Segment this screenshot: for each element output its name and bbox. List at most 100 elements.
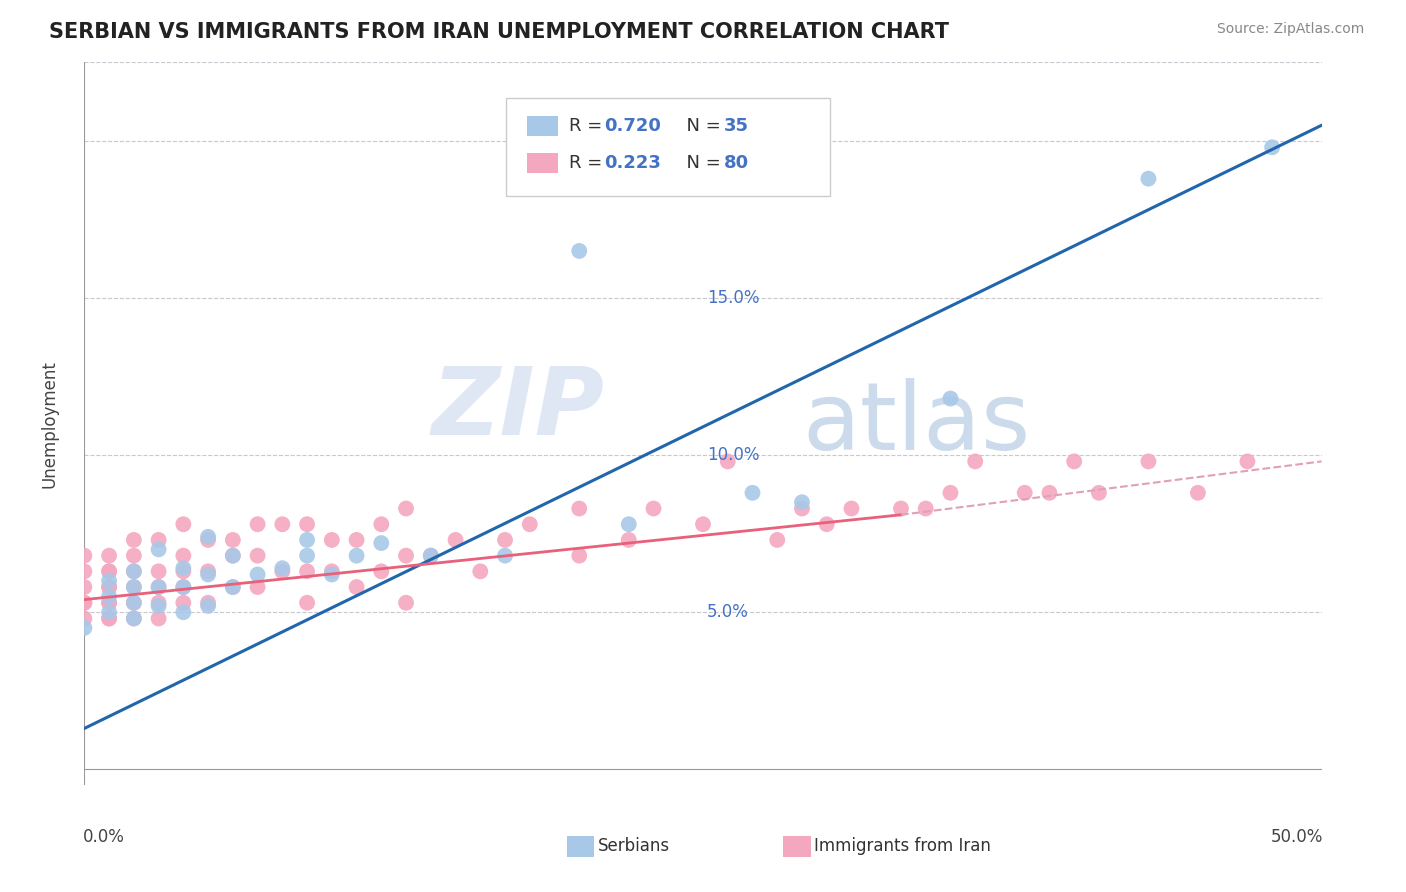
Point bbox=[617, 517, 640, 532]
Point bbox=[1187, 485, 1209, 500]
Point bbox=[766, 533, 789, 547]
Point bbox=[470, 565, 492, 579]
Text: ZIP: ZIP bbox=[432, 363, 605, 455]
Point bbox=[444, 533, 467, 547]
Text: 20.0%: 20.0% bbox=[707, 132, 759, 150]
Point bbox=[172, 565, 194, 579]
Text: Source: ZipAtlas.com: Source: ZipAtlas.com bbox=[1216, 22, 1364, 37]
Point bbox=[841, 501, 863, 516]
Text: 5.0%: 5.0% bbox=[707, 603, 748, 621]
Point bbox=[246, 517, 269, 532]
Text: R =: R = bbox=[569, 154, 609, 172]
Point bbox=[939, 485, 962, 500]
Point bbox=[395, 596, 418, 610]
Point bbox=[122, 565, 145, 579]
Text: 0.223: 0.223 bbox=[605, 154, 661, 172]
Point bbox=[790, 495, 813, 509]
Point bbox=[122, 596, 145, 610]
Point bbox=[419, 549, 441, 563]
Point bbox=[395, 501, 418, 516]
Point bbox=[1236, 454, 1258, 468]
Point bbox=[122, 533, 145, 547]
Point bbox=[939, 392, 962, 406]
Point bbox=[271, 517, 294, 532]
Point bbox=[148, 580, 170, 594]
Point bbox=[222, 580, 245, 594]
Point bbox=[295, 596, 318, 610]
Point bbox=[222, 533, 245, 547]
Point bbox=[172, 549, 194, 563]
Point bbox=[321, 533, 343, 547]
Point bbox=[568, 244, 591, 258]
Point bbox=[643, 501, 665, 516]
Point bbox=[122, 611, 145, 625]
Point bbox=[1137, 454, 1160, 468]
Point bbox=[914, 501, 936, 516]
Point bbox=[568, 501, 591, 516]
Point bbox=[197, 565, 219, 579]
Point bbox=[148, 565, 170, 579]
Point bbox=[172, 561, 194, 575]
Point bbox=[73, 596, 96, 610]
Point bbox=[222, 549, 245, 563]
Point bbox=[197, 567, 219, 582]
Point bbox=[98, 596, 121, 610]
Point bbox=[790, 501, 813, 516]
Point bbox=[172, 517, 194, 532]
Point bbox=[122, 580, 145, 594]
Point bbox=[98, 574, 121, 588]
Point bbox=[295, 549, 318, 563]
Point bbox=[98, 605, 121, 619]
Point bbox=[568, 549, 591, 563]
Text: N =: N = bbox=[675, 117, 727, 135]
Point bbox=[965, 454, 987, 468]
Point bbox=[271, 565, 294, 579]
Bar bbox=[567, 836, 595, 857]
Point bbox=[1038, 485, 1060, 500]
Text: 0.720: 0.720 bbox=[605, 117, 661, 135]
Point bbox=[148, 542, 170, 557]
Point bbox=[1137, 171, 1160, 186]
Point bbox=[370, 565, 392, 579]
Point bbox=[73, 596, 96, 610]
Text: SERBIAN VS IMMIGRANTS FROM IRAN UNEMPLOYMENT CORRELATION CHART: SERBIAN VS IMMIGRANTS FROM IRAN UNEMPLOY… bbox=[49, 22, 949, 42]
Text: Unemployment: Unemployment bbox=[41, 359, 59, 488]
Point bbox=[295, 517, 318, 532]
Text: atlas: atlas bbox=[801, 377, 1031, 470]
Point bbox=[295, 533, 318, 547]
Point bbox=[122, 549, 145, 563]
Point bbox=[73, 565, 96, 579]
Point bbox=[1063, 454, 1085, 468]
Point bbox=[321, 565, 343, 579]
Text: 50.0%: 50.0% bbox=[1271, 829, 1323, 847]
Point bbox=[197, 533, 219, 547]
Point bbox=[98, 565, 121, 579]
Point bbox=[148, 533, 170, 547]
Point bbox=[346, 533, 368, 547]
Point bbox=[122, 611, 145, 625]
Point bbox=[741, 485, 763, 500]
Point bbox=[148, 596, 170, 610]
Point bbox=[717, 454, 740, 468]
Point bbox=[519, 517, 541, 532]
Text: 80: 80 bbox=[724, 154, 749, 172]
Point bbox=[148, 580, 170, 594]
Point bbox=[197, 596, 219, 610]
Point bbox=[172, 605, 194, 619]
Point bbox=[246, 549, 269, 563]
Point bbox=[172, 580, 194, 594]
Point bbox=[321, 567, 343, 582]
Point bbox=[98, 590, 121, 604]
Point bbox=[98, 580, 121, 594]
Point bbox=[172, 596, 194, 610]
Point bbox=[222, 580, 245, 594]
Point bbox=[1088, 485, 1111, 500]
Point bbox=[370, 517, 392, 532]
Text: N =: N = bbox=[675, 154, 727, 172]
Point bbox=[148, 611, 170, 625]
Point bbox=[395, 549, 418, 563]
Point bbox=[1261, 140, 1284, 154]
Point bbox=[98, 565, 121, 579]
Point bbox=[295, 565, 318, 579]
Text: 0.0%: 0.0% bbox=[83, 829, 125, 847]
